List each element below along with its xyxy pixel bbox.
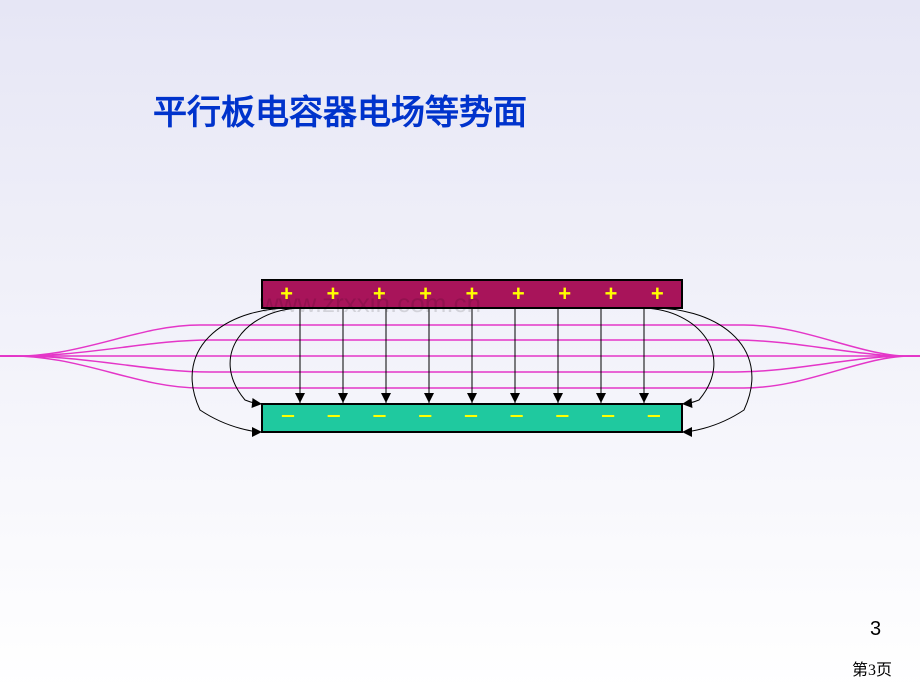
minus-symbol: — bbox=[511, 405, 523, 428]
minus-symbol: — bbox=[419, 405, 431, 428]
plus-symbol: + bbox=[280, 283, 293, 308]
plus-symbol: + bbox=[419, 283, 432, 308]
plus-symbol: + bbox=[558, 283, 571, 308]
minus-symbol: — bbox=[602, 405, 614, 428]
plus-charges: + + + + + + + + + bbox=[280, 283, 664, 308]
plus-symbol: + bbox=[651, 283, 664, 308]
page-title: 平行板电容器电场等势面 bbox=[153, 85, 527, 134]
plus-symbol: + bbox=[326, 283, 339, 308]
footer-page-label: 第3页 bbox=[852, 656, 892, 680]
minus-symbol: — bbox=[282, 405, 294, 428]
minus-symbol: — bbox=[373, 405, 385, 428]
minus-symbol: — bbox=[648, 405, 660, 428]
minus-symbol: — bbox=[328, 405, 340, 428]
page-number: 3 bbox=[870, 618, 881, 641]
minus-symbol: — bbox=[465, 405, 477, 428]
minus-symbol: — bbox=[556, 405, 568, 428]
minus-charges: — — — — — — — — — bbox=[282, 405, 660, 428]
plus-symbol: + bbox=[465, 283, 478, 308]
plus-symbol: + bbox=[604, 283, 617, 308]
plus-symbol: + bbox=[373, 283, 386, 308]
plus-symbol: + bbox=[512, 283, 525, 308]
